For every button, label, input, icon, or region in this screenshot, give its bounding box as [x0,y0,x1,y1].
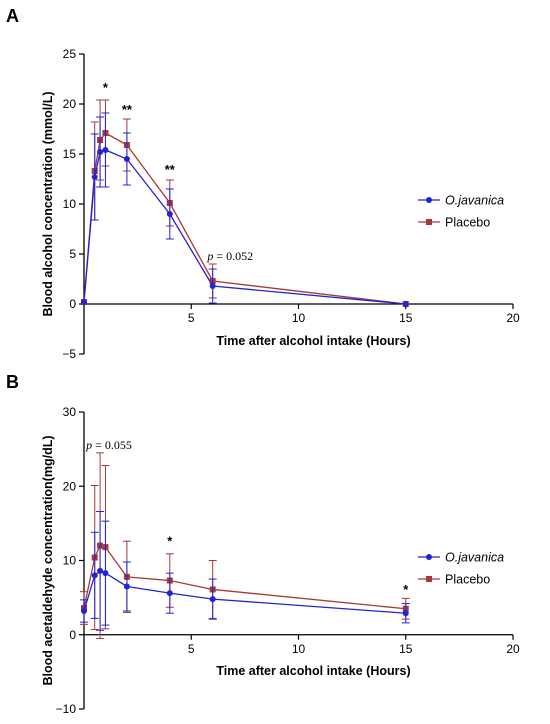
data-point [209,596,216,603]
data-point [81,299,87,305]
p-value-annotation: p = 0.052 [206,249,253,263]
p-symbol: p [85,438,92,452]
y-tick-label: −5 [62,347,76,361]
data-point [102,570,109,577]
data-point [402,610,409,617]
y-tick-label: 5 [69,247,76,261]
significance-marker: ** [122,102,133,117]
y-tick-label: 25 [63,47,77,61]
y-axis-title: Blood acetaldehyde concentration(mg/dL) [41,435,55,685]
x-tick-label: 10 [292,642,306,656]
legend-label: O.javanica [445,194,504,208]
data-point [91,572,98,579]
series-placebo [81,99,409,307]
legend: O.javanica Placebo [418,551,504,587]
legend-label: Placebo [445,573,490,587]
legend-marker [426,554,432,560]
legend-marker [426,197,432,203]
x-tick-label: 15 [399,311,413,325]
legend-label: O.javanica [445,551,504,565]
series-line [83,132,406,305]
chart-panel-b: B −10 0 10 20 30 5 10 15 20 Time after alcohol int… [6,372,520,716]
x-tick-label: 20 [506,311,520,325]
y-tick-label: 15 [63,147,77,161]
p-value-annotation: p = 0.055 [85,438,132,452]
y-tick-label: 20 [63,479,77,493]
y-tick-label: 0 [69,297,76,311]
data-point [209,283,216,289]
data-point [166,211,173,217]
x-tick-label: 5 [188,311,195,325]
p-value: = 0.055 [92,438,132,452]
y-tick-label: −10 [56,702,77,716]
series-line [83,149,406,305]
y-tick-label: 10 [63,554,77,568]
series-ojavanica [80,510,410,631]
x-tick-label: 5 [188,642,195,656]
legend-label: Placebo [445,216,490,230]
series-line [83,544,406,610]
x-axis-title: Time after alcohol intake (Hours) [216,664,410,678]
data-point [97,149,104,155]
x-tick-label: 10 [292,311,306,325]
y-axis-title: Blood alcohol concentration (mmol/L) [41,92,55,317]
chart-panel-a: A −5 0 5 10 15 20 25 5 10 15 20 Time after alcohol i… [6,6,520,361]
x-tick-label: 20 [506,642,520,656]
series-ojavanica [81,112,409,307]
data-point [123,583,130,590]
legend-marker [426,219,432,225]
data-point [91,174,98,180]
x-axis-title: Time after alcohol intake (Hours) [216,334,410,348]
significance-marker: ** [165,162,176,177]
significance-marker: * [167,534,173,549]
data-point [102,147,109,153]
significance-marker: * [403,582,409,597]
y-tick-label: 30 [63,405,77,419]
p-value: = 0.052 [213,249,253,263]
p-symbol: p [206,249,213,263]
y-tick-label: 20 [63,97,77,111]
legend-marker [426,576,432,582]
legend: O.javanica Placebo [418,194,504,230]
data-point [166,590,173,597]
panel-label: B [6,372,19,392]
y-tick-label: 10 [63,197,77,211]
x-tick-label: 15 [399,642,413,656]
data-point [123,156,130,162]
data-point [402,301,409,307]
y-tick-label: 0 [69,628,76,642]
panel-label: A [6,6,19,26]
significance-marker: * [103,80,109,95]
data-point [81,607,87,614]
data-point [97,567,104,574]
